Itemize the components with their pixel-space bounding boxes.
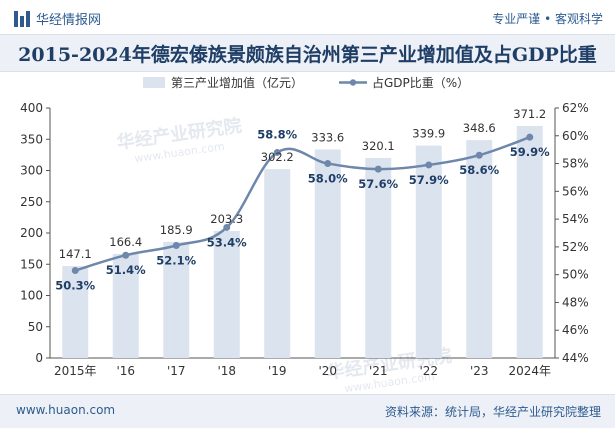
y-left-tick-label: 400	[20, 101, 43, 115]
line-marker	[526, 133, 534, 141]
line-value-label: 52.1%	[156, 254, 196, 268]
line-marker	[324, 160, 332, 168]
y-right-tick-label: 50%	[562, 268, 589, 282]
y-left-tick-label: 150	[20, 257, 43, 271]
slogan: 专业严谨 • 客观科学	[492, 12, 603, 26]
bar	[112, 254, 139, 358]
x-tick-label: '16	[116, 364, 135, 378]
y-left-tick-label: 300	[20, 164, 43, 178]
line-marker	[475, 151, 483, 159]
bar	[264, 169, 291, 358]
bar-value-label: 333.6	[311, 131, 344, 145]
bar-value-label: 348.6	[463, 121, 496, 135]
line-value-label: 58.0%	[308, 172, 348, 186]
legend-line-label: 占GDP比重（%）	[372, 75, 469, 90]
y-right-tick-label: 58%	[562, 157, 589, 171]
y-left-tick-label: 100	[20, 289, 43, 303]
line-marker	[223, 223, 231, 231]
brand: 华经情报网	[14, 9, 101, 28]
chart-title: 2015-2024年德宏傣族景颇族自治州第三产业增加值及占GDP比重	[18, 44, 597, 66]
bar	[516, 126, 543, 358]
x-tick-label: '22	[419, 364, 438, 378]
axes: 0 50 100 150 200 250 300 350 400 44% 46% 48% 50% 52% 5…	[20, 101, 589, 378]
line-value-label: 59.9%	[510, 145, 550, 159]
line-value-label: 53.4%	[207, 235, 247, 249]
brand-logo-icon	[14, 10, 30, 27]
line-value-label: 58.6%	[459, 163, 499, 177]
y-right-tick-label: 46%	[562, 323, 589, 337]
line-value-label: 57.9%	[409, 173, 449, 187]
title-bar: 2015-2024年德宏傣族景颇族自治州第三产业增加值及占GDP比重	[0, 34, 615, 72]
y-left-tick-label: 50	[28, 320, 43, 334]
footer: www.huaon.com 资料来源：统计局，华经产业研究院整理	[0, 394, 615, 428]
line-value-label: 50.3%	[55, 279, 95, 293]
y-right-tick-label: 60%	[562, 129, 589, 143]
bar	[466, 140, 493, 358]
line-marker	[71, 267, 79, 274]
x-tick-label: '17	[167, 364, 186, 378]
bar-series	[62, 126, 543, 358]
combo-chart: 华经产业研究院www.huaon.com华经产业研究院www.huaon.com…	[20, 75, 589, 394]
x-tick-label: '18	[217, 364, 236, 378]
y-right-tick-label: 54%	[562, 212, 589, 226]
top-bar: 华经情报网 专业严谨 • 客观科学	[0, 0, 615, 34]
y-right-tick-label: 48%	[562, 295, 589, 309]
bar	[415, 145, 442, 358]
x-tick-label: '23	[470, 364, 489, 378]
x-tick-label: 2015年	[54, 364, 97, 378]
line-marker	[425, 161, 433, 169]
bar-value-label: 339.9	[412, 127, 445, 141]
y-left-tick-label: 0	[35, 351, 43, 365]
y-right-tick-label: 44%	[562, 351, 589, 365]
footer-source: 资料来源：统计局，华经产业研究院整理	[384, 405, 601, 419]
legend: 第三产业增加值（亿元） 占GDP比重（%）	[143, 75, 469, 90]
line-value-label: 51.4%	[106, 263, 146, 277]
bar	[163, 241, 190, 358]
share-line	[74, 135, 531, 272]
line-marker	[273, 148, 281, 156]
bar	[365, 157, 392, 358]
bar-value-label: 147.1	[59, 247, 92, 261]
line-marker	[122, 251, 130, 259]
line-marker	[374, 165, 382, 173]
x-tick-label: 2024年	[508, 364, 551, 378]
bar-value-label: 203.3	[210, 212, 243, 226]
y-right-tick-label: 52%	[562, 240, 589, 254]
x-tick-label: '19	[268, 364, 287, 378]
data-labels: 147.1 166.4 185.9 203.3 302.2 333.6 320.1 339.9…	[55, 107, 550, 293]
bar-value-label: 302.2	[261, 150, 294, 164]
bar-value-label: 371.2	[513, 107, 546, 121]
y-right-tick-label: 62%	[562, 101, 589, 115]
bar-value-label: 166.4	[109, 235, 142, 249]
bar	[213, 230, 240, 358]
line-marker	[172, 242, 180, 249]
brand-name: 华经情报网	[36, 13, 102, 28]
bar	[62, 266, 89, 358]
footer-url: www.huaon.com	[16, 403, 116, 417]
x-tick-label: '21	[369, 364, 388, 378]
line-series	[71, 133, 534, 274]
legend-bar-label: 第三产业增加值（亿元）	[171, 75, 303, 90]
bar-value-label: 185.9	[160, 223, 193, 237]
bar-value-label: 320.1	[362, 139, 395, 153]
legend-line-marker	[349, 79, 357, 86]
y-left-tick-label: 250	[20, 195, 43, 209]
y-right-tick-label: 56%	[562, 184, 589, 198]
bar	[314, 149, 341, 358]
y-left-tick-label: 350	[20, 132, 43, 146]
line-value-label: 57.6%	[358, 177, 398, 191]
x-tick-label: '20	[318, 364, 337, 378]
line-value-label: 58.8%	[257, 127, 297, 141]
legend-bar-swatch	[143, 77, 165, 88]
y-left-tick-label: 200	[20, 226, 43, 240]
